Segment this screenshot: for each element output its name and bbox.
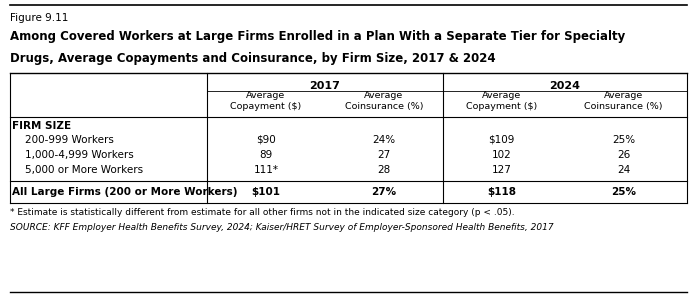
Text: $109: $109 bbox=[489, 135, 514, 145]
Text: 5,000 or More Workers: 5,000 or More Workers bbox=[25, 165, 143, 175]
Text: 200-999 Workers: 200-999 Workers bbox=[25, 135, 114, 145]
Text: Average
Copayment ($): Average Copayment ($) bbox=[466, 91, 537, 111]
Text: 25%: 25% bbox=[612, 135, 635, 145]
Text: 27: 27 bbox=[377, 150, 390, 160]
Text: 127: 127 bbox=[491, 165, 512, 175]
Text: $101: $101 bbox=[252, 186, 280, 197]
Text: 27%: 27% bbox=[372, 186, 397, 197]
Text: Among Covered Workers at Large Firms Enrolled in a Plan With a Separate Tier for: Among Covered Workers at Large Firms Enr… bbox=[10, 30, 625, 43]
Text: Figure 9.11: Figure 9.11 bbox=[10, 13, 68, 23]
Text: 24: 24 bbox=[617, 165, 630, 175]
Text: Average
Coinsurance (%): Average Coinsurance (%) bbox=[345, 91, 423, 111]
Text: $90: $90 bbox=[256, 135, 276, 145]
Text: 1,000-4,999 Workers: 1,000-4,999 Workers bbox=[25, 150, 134, 160]
Text: Average
Copayment ($): Average Copayment ($) bbox=[231, 91, 302, 111]
Text: 24%: 24% bbox=[372, 135, 396, 145]
Text: Drugs, Average Copayments and Coinsurance, by Firm Size, 2017 & 2024: Drugs, Average Copayments and Coinsuranc… bbox=[10, 52, 496, 65]
Text: All Large Firms (200 or More Workers): All Large Firms (200 or More Workers) bbox=[12, 186, 238, 197]
Text: SOURCE: KFF Employer Health Benefits Survey, 2024; Kaiser/HRET Survey of Employe: SOURCE: KFF Employer Health Benefits Sur… bbox=[10, 223, 553, 231]
Text: $118: $118 bbox=[487, 186, 516, 197]
Text: * Estimate is statistically different from estimate for all other firms not in t: * Estimate is statistically different fr… bbox=[10, 207, 514, 217]
Text: 111*: 111* bbox=[254, 165, 279, 175]
Text: 25%: 25% bbox=[611, 186, 636, 197]
Text: 2017: 2017 bbox=[309, 81, 340, 91]
Text: FIRM SIZE: FIRM SIZE bbox=[12, 121, 71, 131]
Text: 89: 89 bbox=[259, 150, 273, 160]
Text: 2024: 2024 bbox=[549, 81, 581, 91]
Text: 26: 26 bbox=[617, 150, 630, 160]
Text: Average
Coinsurance (%): Average Coinsurance (%) bbox=[584, 91, 663, 111]
Text: 28: 28 bbox=[377, 165, 390, 175]
Text: 102: 102 bbox=[491, 150, 512, 160]
